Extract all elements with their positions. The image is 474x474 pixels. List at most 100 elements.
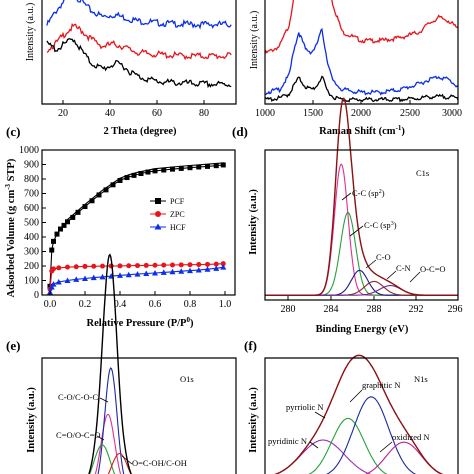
data-point-zpc — [178, 262, 184, 268]
panel-c-ylabel: Adsorbed Volume (g cm-3 STP) — [4, 158, 17, 297]
data-point-hcf — [48, 284, 55, 290]
data-point-zpc — [65, 264, 70, 270]
data-point-pcf — [161, 167, 167, 173]
panel-c-ylabel-end: STP) — [6, 158, 17, 184]
panel-c-ytick-label: 800 — [24, 174, 39, 185]
series-line-0 — [46, 0, 232, 30]
panel-f-annotations: graphitic N pyrriolic N pyridinic N oxid… — [268, 380, 430, 453]
legend-label-hcf: HCF — [170, 223, 186, 232]
data-point-hcf — [134, 271, 141, 277]
panel-b-xlabel-end: ) — [401, 126, 405, 137]
fit-envelope — [265, 97, 458, 296]
annotation-cc-sp3-sup: 3 — [391, 221, 394, 227]
data-point-pcf — [82, 204, 88, 210]
panel-c: (c) Adsorbed Volume (g cm-3 STP) 0 100 200… — [4, 124, 236, 329]
panel-a-series — [46, 0, 232, 89]
data-point-hcf — [73, 276, 80, 282]
data-point-hcf — [213, 265, 220, 271]
panel-a-xticks: 20 40 60 80 — [58, 100, 209, 119]
data-point-hcf — [169, 268, 176, 275]
panel-c-series — [47, 162, 227, 295]
data-point-pcf — [170, 166, 175, 172]
data-point-hcf — [195, 267, 202, 273]
data-point-pcf — [49, 247, 55, 253]
panel-b-xlabel-sup: -1 — [396, 124, 402, 132]
data-point-hcf — [152, 269, 158, 276]
annotation-cc-sp3: C-C (sp3) — [364, 220, 397, 230]
panel-e-ylabel: Intensity (a.u.) — [26, 387, 37, 453]
fit-envelope — [273, 354, 444, 474]
panel-c-xlabel-sup: 0 — [186, 316, 190, 324]
annotation-oco: O-C=O — [420, 264, 446, 274]
panel-f-label: (f) — [244, 338, 257, 353]
data-point-zpc — [213, 261, 219, 267]
series-line-0 — [264, 0, 459, 54]
panel-d-series — [265, 97, 458, 296]
data-point-hcf — [50, 281, 57, 287]
data-point-pcf — [51, 238, 56, 244]
fit-component-1 — [265, 211, 458, 296]
data-point-zpc — [143, 262, 149, 268]
data-point-pcf — [124, 175, 130, 181]
data-point-pcf — [220, 162, 226, 168]
data-point-zpc — [82, 263, 88, 269]
panel-c-xtick-label: 0.6 — [149, 299, 162, 310]
panel-b-xtick-label: 3000 — [442, 108, 462, 119]
panel-d-xtick-label: 288 — [367, 304, 382, 315]
panel-b: Intensity (a.u.) 1000 1500 2000 2500 300… — [249, 0, 462, 137]
panel-a-xlabel: 2 Theta (degree) — [103, 126, 177, 137]
annotation-co-oco: C=O/O-C=O — [56, 430, 101, 440]
fit-envelope — [88, 253, 132, 474]
data-point-hcf — [204, 266, 211, 272]
data-point-pcf — [75, 209, 81, 215]
panel-c-ylabel-sup: -3 — [4, 183, 12, 189]
fit-component-2 — [326, 396, 417, 474]
panel-c-label: (c) — [6, 124, 20, 139]
annotation-pyridinic-n: pyridinic N — [268, 436, 307, 446]
data-point-hcf — [220, 264, 227, 270]
data-point-zpc — [187, 262, 193, 268]
panel-b-xlabel: Raman Shift (cm-1) — [319, 124, 405, 137]
data-point-pcf — [178, 165, 184, 171]
panel-c-ytick-label: 100 — [24, 276, 39, 287]
data-point-hcf — [99, 273, 106, 280]
annotation-cc-sp3-text: C-C (sp — [364, 220, 391, 230]
panel-c-ytick-label: 900 — [24, 160, 39, 171]
panel-c-xlabel-end: ) — [190, 318, 194, 329]
fit-component-3 — [365, 441, 443, 474]
data-point-pcf — [70, 214, 76, 220]
annotation-cc-sp3-close: ) — [394, 220, 397, 230]
panel-c-xtick-label: 1.0 — [219, 299, 232, 310]
panel-d-title: C1s — [416, 168, 429, 178]
annotation-cc-sp2-sup: 2 — [379, 189, 382, 195]
panel-d-annotations: C-C (sp2) C-C (sp3) C-O C-N O-C=O — [341, 188, 446, 283]
panel-c-yticks: 0 100 200 300 400 500 600 700 800 900 1000 — [19, 145, 46, 301]
panel-d-xtick-label: 284 — [324, 304, 339, 315]
data-point-hcf — [178, 268, 185, 274]
data-point-pcf — [152, 168, 158, 174]
panel-c-xticks: 0.0 0.2 0.4 0.6 0.8 1.0 — [44, 291, 232, 310]
data-point-hcf — [187, 267, 193, 274]
annotation-cc-sp2-close: ) — [382, 188, 385, 198]
panel-f: (f) Intensity (a.u.) N1s graphitic N pyr… — [244, 338, 459, 474]
series-line-2 — [46, 38, 232, 89]
annotation-cn: C-N — [396, 263, 411, 273]
data-point-pcf — [213, 163, 219, 169]
annotation-cc-sp2-text: C-C (sp — [352, 188, 379, 198]
panel-c-ytick-label: 700 — [24, 189, 39, 200]
panel-a-xtick-label: 60 — [152, 108, 162, 119]
data-point-zpc — [205, 261, 210, 267]
data-point-pcf — [89, 198, 95, 204]
series-line-1 — [46, 22, 232, 61]
panel-a-ylabel: Intensity (a.u.) — [25, 3, 36, 62]
data-point-pcf — [110, 182, 116, 188]
series-line-1 — [265, 27, 459, 96]
data-point-pcf — [145, 169, 151, 175]
legend-marker-pcf — [155, 198, 161, 204]
data-point-hcf — [143, 270, 150, 277]
panel-d-xtick-label: 280 — [281, 304, 296, 315]
panel-c-xtick-label: 0.8 — [184, 299, 197, 310]
annotation-oxidized-n: oxidized N — [392, 432, 430, 442]
data-point-hcf — [160, 269, 167, 275]
